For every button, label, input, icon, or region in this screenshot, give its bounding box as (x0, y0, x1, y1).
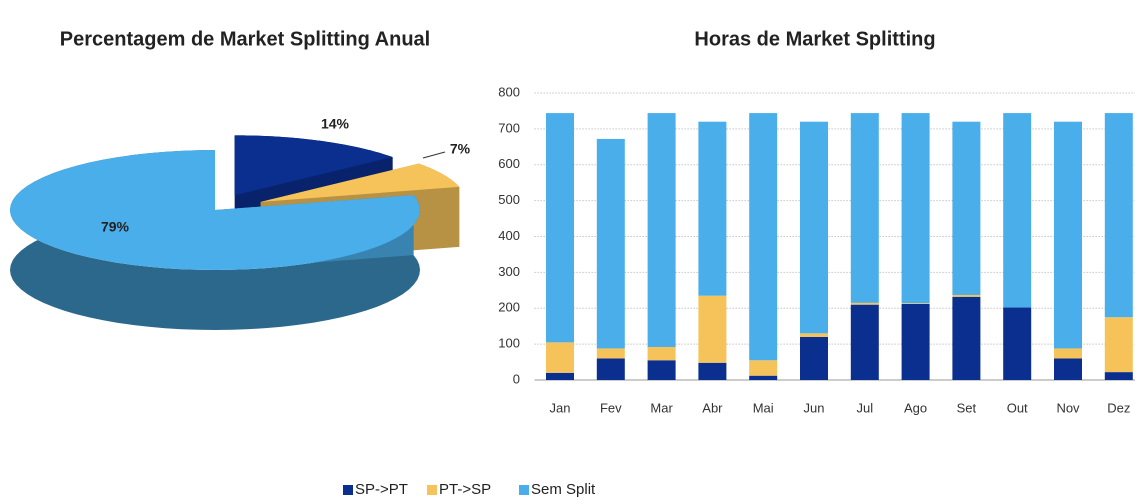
legend-label: SP->PT (355, 481, 408, 498)
x-tick-label: Dez (1107, 400, 1130, 415)
bar-segment (749, 375, 778, 380)
legend-swatch (343, 485, 353, 495)
bar-segment (1104, 113, 1133, 318)
bar-segment (546, 372, 574, 380)
bar-segment (546, 113, 574, 343)
x-tick-label: Nov (1056, 400, 1080, 415)
pie-slice (260, 163, 460, 202)
x-tick-label: Mar (650, 400, 673, 415)
bar-segment (901, 303, 930, 380)
bar-segment (749, 360, 778, 376)
bar-segment (850, 113, 879, 303)
pie-slice (234, 135, 393, 196)
bar-segment (850, 304, 879, 380)
x-tick-label: Jan (550, 400, 571, 415)
bar-segment (698, 295, 727, 363)
pie-label: 7% (450, 141, 471, 157)
bar-segment (698, 362, 727, 380)
bar-segment (749, 113, 778, 361)
pie-label: 79% (101, 219, 130, 235)
x-tick-label: Out (1007, 400, 1028, 415)
x-tick-label: Ago (904, 400, 927, 415)
bar-segment (1054, 121, 1082, 349)
bar-segment (1054, 348, 1082, 359)
bar-segment (1003, 113, 1032, 308)
bar-segment (800, 333, 828, 337)
x-tick-label: Abr (702, 400, 723, 415)
bar-segment (596, 138, 625, 349)
bar-segment (901, 113, 930, 304)
bar-segment (800, 336, 828, 380)
y-tick-label: 600 (498, 156, 520, 171)
y-tick-label: 800 (498, 84, 520, 99)
bar-segment (647, 113, 676, 347)
y-tick-label: 700 (498, 120, 520, 135)
bar-segment (901, 303, 930, 304)
x-tick-label: Set (957, 400, 977, 415)
bar-segment (952, 296, 981, 380)
bar-segment (647, 346, 676, 361)
legend-swatch (427, 485, 437, 495)
y-tick-label: 100 (498, 336, 520, 351)
bar-segment (1054, 358, 1082, 380)
y-tick-label: 500 (498, 192, 520, 207)
y-tick-label: 300 (498, 264, 520, 279)
bar-segment (1003, 307, 1032, 380)
bar-segment (952, 121, 981, 295)
legend-label: PT->SP (439, 481, 491, 498)
x-tick-label: Mai (753, 400, 774, 415)
y-tick-label: 200 (498, 300, 520, 315)
y-tick-label: 0 (513, 371, 520, 386)
legend-swatch (519, 485, 529, 495)
pie-slice (10, 150, 420, 270)
bar-segment (1104, 317, 1133, 373)
bar-segment (596, 348, 625, 359)
bar-segment (952, 294, 981, 297)
bar-title: Horas de Market Splitting (694, 28, 935, 50)
bar-segment (850, 302, 879, 305)
x-tick-label: Jun (804, 400, 825, 415)
x-tick-label: Jul (856, 400, 873, 415)
x-tick-label: Fev (600, 400, 622, 415)
leader-line (422, 151, 446, 159)
bar-segment (800, 121, 828, 334)
bar-segment (596, 358, 625, 380)
bar-segment (1104, 372, 1133, 380)
bar-segment (647, 360, 676, 380)
bar-segment (698, 121, 727, 296)
pie-title: Percentagem de Market Splitting Anual (60, 28, 430, 50)
legend-label: Sem Split (531, 481, 596, 498)
bar-segment (546, 342, 574, 373)
pie-label: 14% (321, 116, 350, 132)
y-tick-label: 400 (498, 228, 520, 243)
